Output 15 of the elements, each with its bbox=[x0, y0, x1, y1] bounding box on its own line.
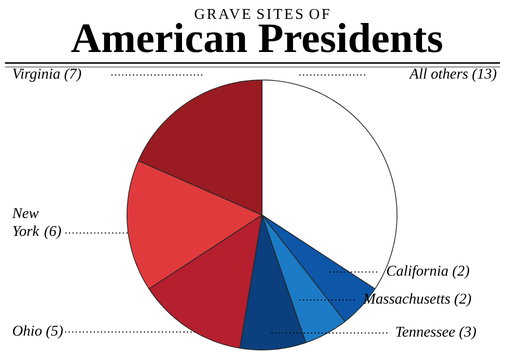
data-label: (2) bbox=[452, 265, 470, 279]
slice-label: Ohio bbox=[12, 325, 42, 336]
data-label: (5) bbox=[46, 325, 63, 339]
data-label: (3) bbox=[460, 326, 476, 340]
chart-title: American Presidents bbox=[71, 22, 442, 52]
slice-label: Tennessee bbox=[396, 326, 455, 337]
data-label: (6) bbox=[44, 226, 62, 240]
slice-label: New York bbox=[12, 208, 40, 236]
slice-label: California bbox=[387, 265, 448, 279]
chart-subtitle: GRAVE SITES OF bbox=[194, 8, 330, 20]
data-label: (2) bbox=[454, 293, 472, 307]
slice-label: All others bbox=[408, 68, 468, 79]
slice-label: Virginia bbox=[12, 68, 60, 82]
data-label: (13) bbox=[472, 68, 496, 82]
data-label: (7) bbox=[64, 68, 82, 82]
